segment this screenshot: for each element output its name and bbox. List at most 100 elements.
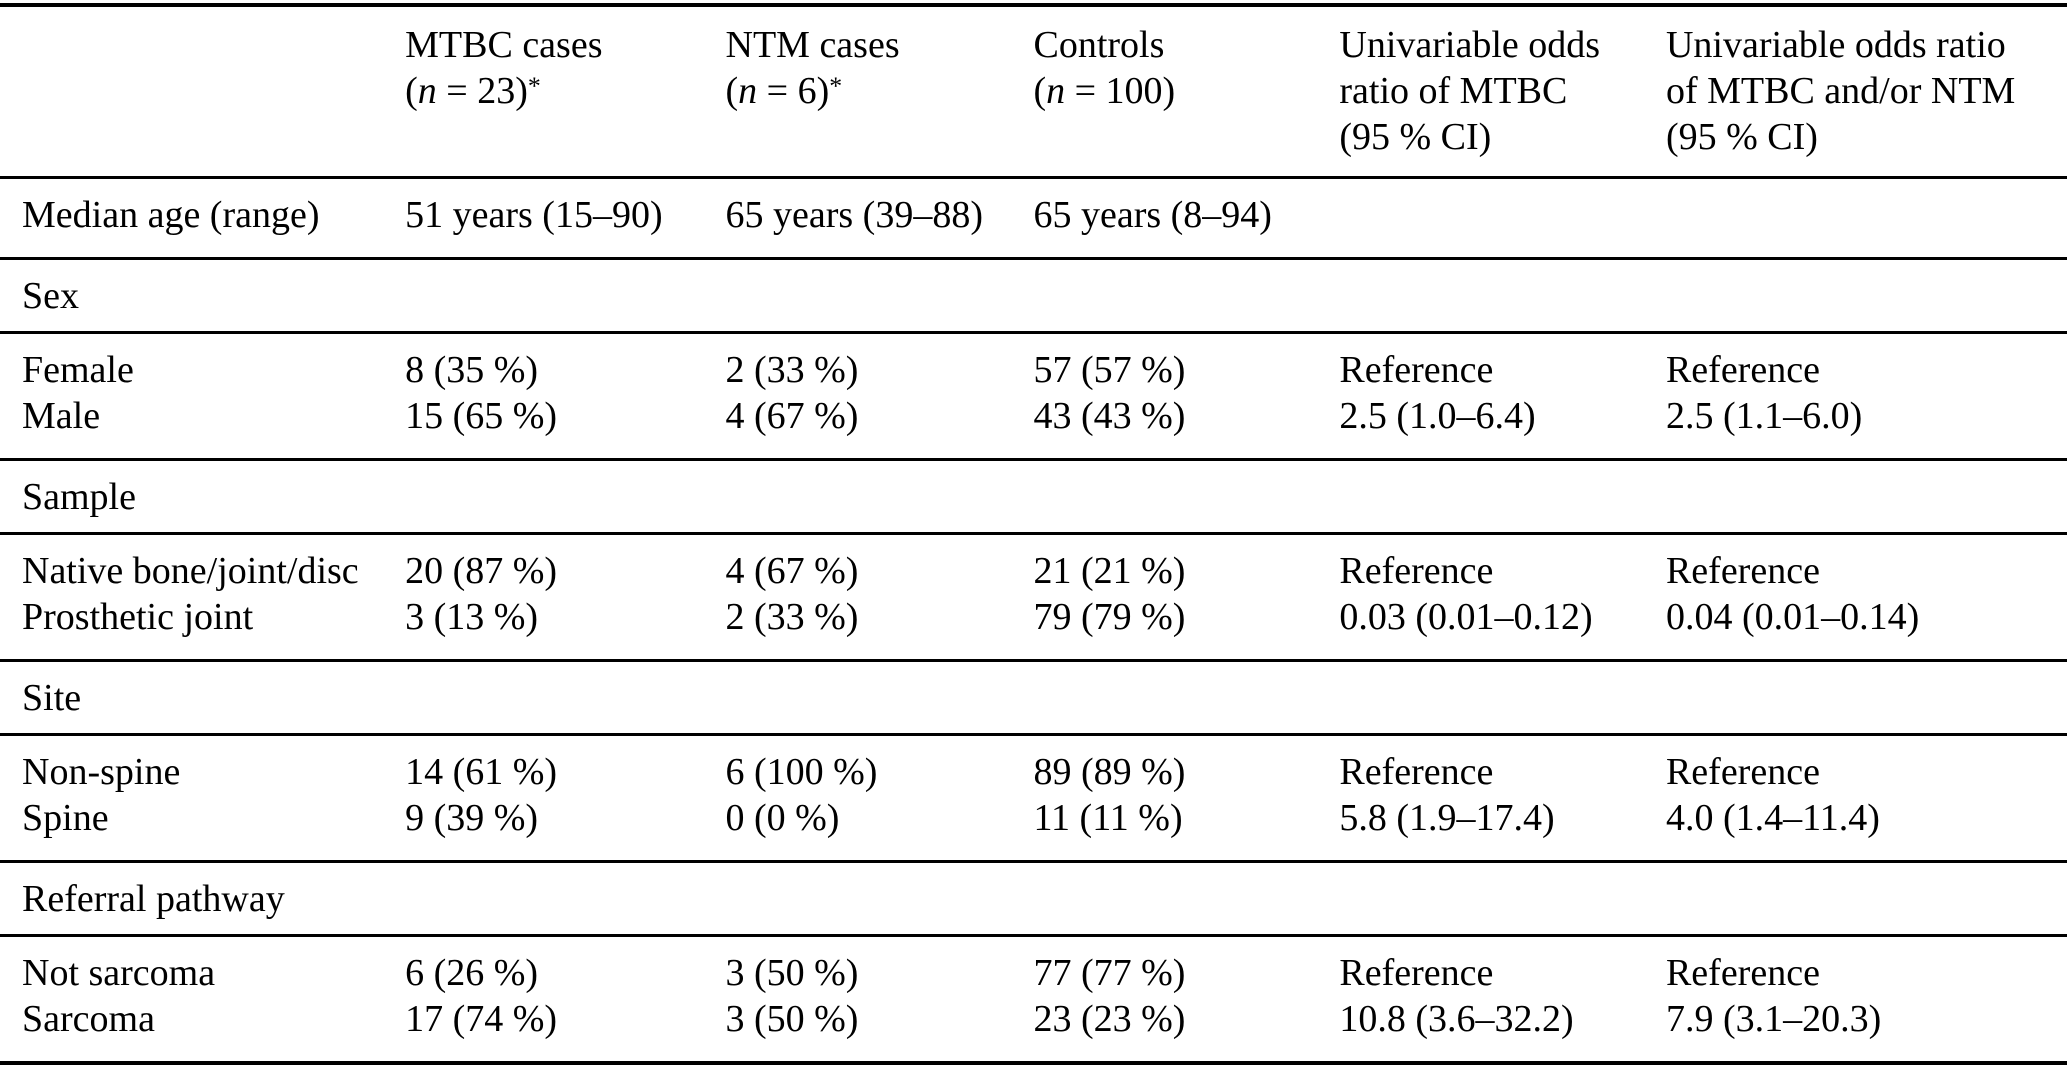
row-label: Non-spine: [22, 751, 181, 793]
cell-controls: 89 (89 %): [1033, 751, 1186, 793]
cell-mtbc-cases: 8 (35 %): [405, 349, 539, 391]
cell-or-mtbc: Reference: [1339, 349, 1494, 391]
study-characteristics-table: MTBC cases (n = 23)* NTM cases (n = 6)* …: [0, 3, 2067, 1065]
band-section-referral-pathway: Referral pathway: [0, 861, 2067, 936]
column-title: NTM cases: [725, 24, 900, 66]
row-label: Male: [22, 395, 101, 437]
cell-or-mtbc-ntm: 7.9 (3.1–20.3): [1665, 998, 1882, 1040]
cell-controls: 23 (23 %): [1033, 998, 1186, 1040]
header-row: MTBC cases (n = 23)* NTM cases (n = 6)* …: [0, 5, 2067, 178]
row-label: Native bone/joint/disc: [22, 550, 359, 592]
band-section-sample: Sample: [0, 459, 2067, 534]
table-row: Female 8 (35 %) 2 (33 %) 57 (57 %) Refer…: [0, 333, 2067, 394]
cell-controls: 43 (43 %): [1033, 395, 1186, 437]
cell-mtbc-cases: 6 (26 %): [405, 952, 539, 994]
row-label: Spine: [22, 797, 109, 839]
band-section-site: Site: [0, 660, 2067, 735]
section-label: Sex: [22, 275, 79, 317]
cell-controls: 77 (77 %): [1033, 952, 1186, 994]
row-label: Sarcoma: [22, 998, 155, 1040]
cell-mtbc-cases: 20 (87 %): [405, 550, 558, 592]
footnote-asterisk: *: [829, 71, 843, 100]
cell-or-mtbc: 2.5 (1.0–6.4): [1339, 395, 1536, 437]
cell-mtbc-cases: 17 (74 %): [405, 998, 558, 1040]
section-label: Referral pathway: [22, 878, 285, 920]
cell-or-mtbc: Reference: [1339, 550, 1494, 592]
cell-controls: 57 (57 %): [1033, 349, 1186, 391]
cell-or-mtbc: 0.03 (0.01–0.12): [1339, 596, 1593, 638]
cell-ntm-cases: 3 (50 %): [725, 998, 859, 1040]
italic-n: n: [1046, 70, 1066, 112]
cell-or-mtbc: Reference: [1339, 952, 1494, 994]
row-label: Not sarcoma: [22, 952, 216, 994]
cell-or-mtbc: 5.8 (1.9–17.4): [1339, 797, 1555, 839]
cell-ntm-cases: 2 (33 %): [725, 349, 859, 391]
cell-controls: 65 years (8–94): [1033, 194, 1272, 236]
band-sample-rows: Native bone/joint/disc 20 (87 %) 4 (67 %…: [0, 533, 2067, 661]
cell-mtbc-cases: 15 (65 %): [405, 395, 558, 437]
table-row: Prosthetic joint 3 (13 %) 2 (33 %) 79 (7…: [0, 594, 2067, 661]
row-label: Prosthetic joint: [22, 596, 254, 638]
cell-or-mtbc: [1339, 178, 1666, 259]
table-row: Male 15 (65 %) 4 (67 %) 43 (43 %) 2.5 (1…: [0, 393, 2067, 460]
cell-ntm-cases: 0 (0 %): [725, 797, 840, 839]
cell-or-mtbc-ntm: 2.5 (1.1–6.0): [1665, 395, 1863, 437]
table-row: Not sarcoma 6 (26 %) 3 (50 %) 77 (77 %) …: [0, 936, 2067, 997]
section-label: Site: [22, 677, 82, 719]
cell-ntm-cases: 65 years (39–88): [725, 194, 983, 236]
cell-or-mtbc: 10.8 (3.6–32.2): [1339, 998, 1574, 1040]
column-subtitle: (n = 6)*: [725, 70, 843, 112]
cell-ntm-cases: 2 (33 %): [725, 596, 859, 638]
cell-mtbc-cases: 51 years (15–90): [405, 194, 663, 236]
row-label: Female: [22, 349, 134, 391]
column-header-mtbc-cases: MTBC cases (n = 23)*: [405, 5, 725, 178]
column-title: Controls: [1033, 24, 1165, 66]
section-row: Sample: [0, 460, 2067, 534]
column-header-controls: Controls (n = 100): [1033, 5, 1339, 178]
cell-ntm-cases: 4 (67 %): [725, 550, 859, 592]
table-row: Non-spine 14 (61 %) 6 (100 %) 89 (89 %) …: [0, 735, 2067, 796]
table-row: Spine 9 (39 %) 0 (0 %) 11 (11 %) 5.8 (1.…: [0, 795, 2067, 862]
table-row: Native bone/joint/disc 20 (87 %) 4 (67 %…: [0, 534, 2067, 595]
band-referral-rows: Not sarcoma 6 (26 %) 3 (50 %) 77 (77 %) …: [0, 935, 2067, 1064]
band-section-sex: Sex: [0, 258, 2067, 333]
band-sex-rows: Female 8 (35 %) 2 (33 %) 57 (57 %) Refer…: [0, 332, 2067, 460]
column-title: Univariable odds ratio of MTBC (95 % CI): [1339, 24, 1601, 158]
table-row: Median age (range) 51 years (15–90) 65 y…: [0, 178, 2067, 259]
cell-or-mtbc-ntm: [1666, 178, 2067, 259]
cell-or-mtbc: Reference: [1339, 751, 1494, 793]
section-label: Sample: [22, 476, 136, 518]
cell-mtbc-cases: 3 (13 %): [405, 596, 539, 638]
column-header-ntm-cases: NTM cases (n = 6)*: [726, 5, 1034, 178]
band-site-rows: Non-spine 14 (61 %) 6 (100 %) 89 (89 %) …: [0, 734, 2067, 862]
column-title: Univariable odds ratio of MTBC and/or NT…: [1665, 24, 2016, 158]
cell-controls: 21 (21 %): [1033, 550, 1186, 592]
band-median-age: Median age (range) 51 years (15–90) 65 y…: [0, 177, 2067, 259]
cell-or-mtbc-ntm: 0.04 (0.01–0.14): [1665, 596, 1920, 638]
column-subtitle: (n = 100): [1033, 70, 1176, 112]
section-row: Sex: [0, 259, 2067, 333]
section-row: Referral pathway: [0, 862, 2067, 936]
footnote-asterisk: *: [527, 71, 541, 100]
cell-or-mtbc-ntm: Reference: [1665, 349, 1820, 391]
column-header-or-mtbc: Univariable odds ratio of MTBC (95 % CI): [1339, 5, 1666, 178]
cell-ntm-cases: 6 (100 %): [725, 751, 878, 793]
cell-or-mtbc-ntm: Reference: [1665, 751, 1820, 793]
table-row: Sarcoma 17 (74 %) 3 (50 %) 23 (23 %) 10.…: [0, 996, 2067, 1063]
column-header-or-mtbc-ntm: Univariable odds ratio of MTBC and/or NT…: [1666, 5, 2067, 178]
cell-or-mtbc-ntm: Reference: [1665, 550, 1820, 592]
column-header-blank: [0, 5, 405, 178]
cell-controls: 79 (79 %): [1033, 596, 1186, 638]
section-row: Site: [0, 661, 2067, 735]
row-label: Median age (range): [22, 194, 320, 236]
italic-n: n: [738, 70, 758, 112]
cell-ntm-cases: 4 (67 %): [725, 395, 859, 437]
cell-or-mtbc-ntm: 4.0 (1.4–11.4): [1665, 797, 1880, 839]
italic-n: n: [417, 70, 437, 112]
cell-mtbc-cases: 9 (39 %): [405, 797, 539, 839]
column-title: MTBC cases: [405, 24, 603, 66]
cell-or-mtbc-ntm: Reference: [1665, 952, 1820, 994]
column-subtitle: (n = 23)*: [405, 70, 541, 112]
cell-mtbc-cases: 14 (61 %): [405, 751, 558, 793]
table-header: MTBC cases (n = 23)* NTM cases (n = 6)* …: [0, 5, 2067, 178]
